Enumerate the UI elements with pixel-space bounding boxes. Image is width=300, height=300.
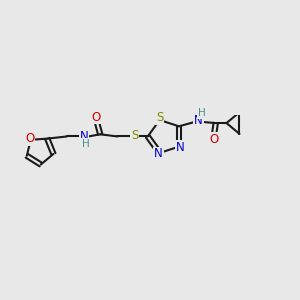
Text: N: N (194, 114, 203, 128)
Text: N: N (154, 148, 163, 160)
Text: H: H (82, 139, 90, 149)
Text: O: O (91, 110, 101, 124)
Text: S: S (156, 111, 163, 124)
Text: S: S (131, 129, 138, 142)
Text: O: O (209, 133, 218, 146)
Text: N: N (176, 141, 184, 154)
Text: O: O (25, 132, 34, 145)
Text: H: H (198, 108, 206, 118)
Text: N: N (80, 130, 88, 143)
